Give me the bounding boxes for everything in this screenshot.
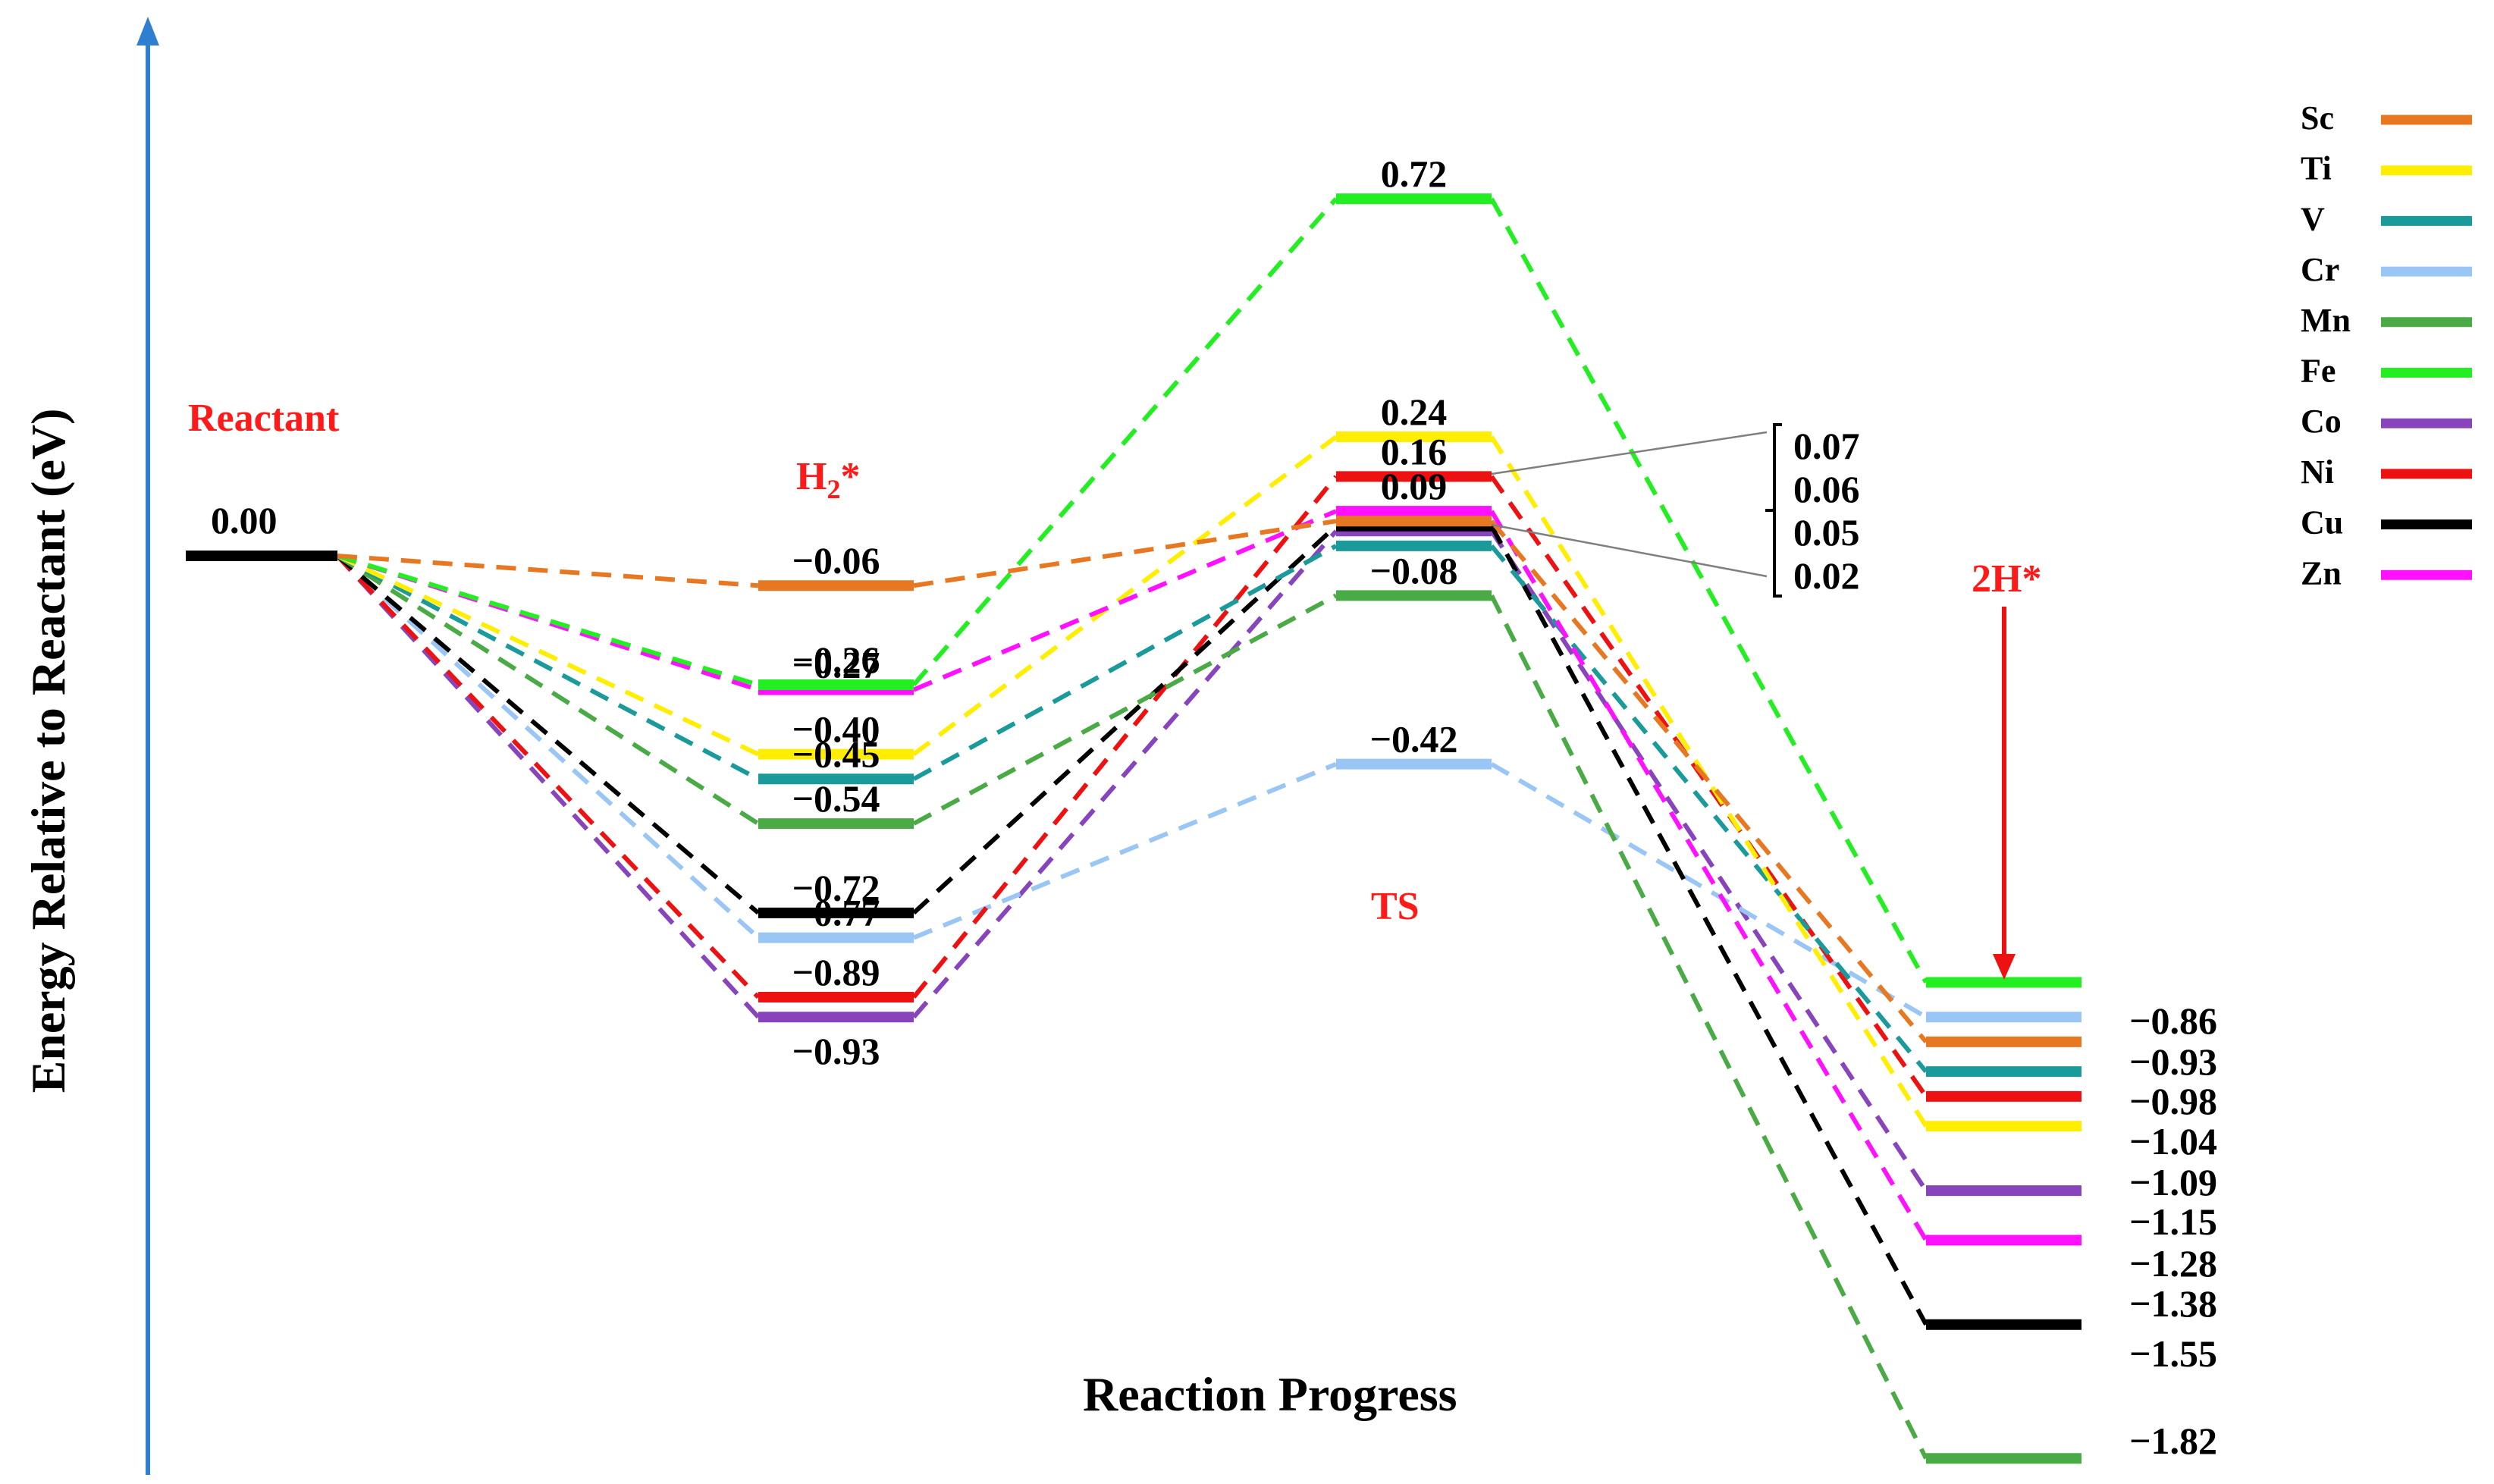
- h2-label-co: −0.93: [792, 1030, 880, 1072]
- y-axis-label: Energy Relative to Reactant (eV): [21, 409, 75, 1093]
- stage-label-h2-sub: 2: [827, 474, 840, 504]
- final-label: −1.82: [2129, 1420, 2217, 1462]
- h2-label-mn: −0.54: [792, 777, 880, 820]
- ts-label-ni: 0.16: [1381, 430, 1448, 472]
- connector-v-2: [912, 544, 1338, 781]
- connector-ti-3: [1489, 435, 1928, 1128]
- connector-fe-1: [337, 554, 759, 687]
- down-arrow-icon: [1993, 607, 2016, 980]
- h2-label-cr: −0.77: [792, 892, 880, 934]
- value-labels: 0.00−0.93−0.77−0.42−0.890.16−0.72−0.54−0…: [211, 152, 2217, 1462]
- legend-label-ni: Ni: [2301, 453, 2334, 491]
- legend-label-co: Co: [2301, 403, 2342, 440]
- final-label: −1.15: [2129, 1200, 2217, 1243]
- connector-co-3: [1489, 529, 1928, 1192]
- reactant-value-label: 0.00: [211, 499, 278, 541]
- arrow-head: [1993, 954, 2016, 980]
- legend-label-sc: Sc: [2301, 99, 2334, 136]
- final-label: −0.98: [2129, 1080, 2217, 1122]
- bracket-label: 0.06: [1793, 468, 1860, 510]
- final-label: −1.38: [2129, 1282, 2217, 1325]
- h2-label-cu: −0.72: [792, 867, 880, 909]
- connector-co-1: [335, 554, 761, 1019]
- final-label: −1.09: [2129, 1161, 2217, 1203]
- final-label: −1.28: [2129, 1242, 2217, 1285]
- stage-label-reactant: Reactant: [188, 397, 340, 440]
- connector-lines: [335, 197, 1928, 1460]
- h2-label-zn: −0.27: [792, 644, 880, 686]
- y-axis: [136, 17, 159, 1475]
- h2-label-sc: −0.06: [792, 539, 880, 582]
- stage-label-h2-main: H: [796, 455, 827, 498]
- legend-label-mn: Mn: [2301, 302, 2351, 339]
- connector-ni-2: [911, 475, 1338, 999]
- bracket-label: 0.02: [1793, 554, 1860, 597]
- stage-label-h2: H2*: [796, 455, 860, 504]
- ts-label-fe: 0.72: [1381, 152, 1448, 195]
- connector-cu-1: [336, 554, 760, 915]
- h2-label-ni: −0.89: [792, 951, 880, 993]
- stage-label-h2-star: *: [840, 455, 860, 498]
- bracket-label: 0.07: [1793, 425, 1860, 467]
- energy-levels: [186, 193, 2081, 1464]
- connector-zn-3: [1489, 510, 1928, 1242]
- stage-label-ts: TS: [1371, 885, 1420, 928]
- y-axis-arrow-icon: [136, 17, 159, 45]
- ts-label-zn: 0.09: [1381, 465, 1448, 507]
- stage-label-2h: 2H*: [1972, 557, 2041, 601]
- connector-ti-2: [912, 435, 1338, 756]
- x-axis-label: Reaction Progress: [1083, 1367, 1457, 1421]
- connector-ni-1: [335, 554, 761, 999]
- h2-label-v: −0.45: [792, 733, 880, 775]
- final-label: −1.55: [2129, 1332, 2217, 1375]
- bracket-icon: [1765, 423, 1782, 598]
- bracket-leader-bottom: [1491, 523, 1768, 578]
- h2-label-fe: −0.26: [792, 638, 880, 681]
- connector-sc-1: [337, 554, 759, 588]
- legend: Sc Ti V Cr Mn Fe Co Ni Cu Zn: [2301, 99, 2472, 591]
- connector-cr-1: [335, 554, 761, 940]
- legend-label-v: V: [2301, 200, 2325, 237]
- connector-sc-3: [1489, 519, 1928, 1043]
- connector-mn-1: [336, 554, 760, 826]
- connector-v-1: [336, 554, 760, 781]
- bracket-label: 0.05: [1793, 511, 1860, 554]
- bracket-leader-top: [1491, 431, 1768, 475]
- connector-ni-3: [1489, 475, 1928, 1098]
- legend-label-zn: Zn: [2301, 554, 2342, 591]
- connector-mn-2: [912, 593, 1338, 826]
- ts-bracket: 0.070.060.050.02: [1491, 423, 1860, 598]
- final-label: −0.86: [2129, 999, 2217, 1042]
- connector-sc-2: [913, 519, 1337, 588]
- final-label: −0.93: [2129, 1040, 2217, 1083]
- ts-label-cr: −0.42: [1370, 718, 1458, 761]
- h2-label-ti: −0.40: [792, 708, 880, 751]
- connector-cu-3: [1489, 525, 1928, 1326]
- connector-mn-3: [1489, 594, 1928, 1460]
- final-label: −1.04: [2129, 1120, 2217, 1162]
- connector-co-2: [911, 529, 1338, 1019]
- connector-fe-3: [1489, 197, 1928, 984]
- ts-label-ti: 0.24: [1381, 391, 1448, 433]
- connector-fe-2: [911, 197, 1338, 687]
- legend-label-fe: Fe: [2301, 353, 2336, 390]
- ts-label-mn: −0.08: [1370, 549, 1458, 591]
- connector-ti-1: [336, 554, 760, 757]
- connector-zn-2: [912, 509, 1338, 692]
- connector-cu-2: [911, 524, 1338, 915]
- legend-label-cr: Cr: [2301, 251, 2339, 288]
- connector-cr-3: [1490, 762, 1928, 1019]
- legend-label-ti: Ti: [2301, 150, 2332, 187]
- legend-label-cu: Cu: [2301, 504, 2343, 541]
